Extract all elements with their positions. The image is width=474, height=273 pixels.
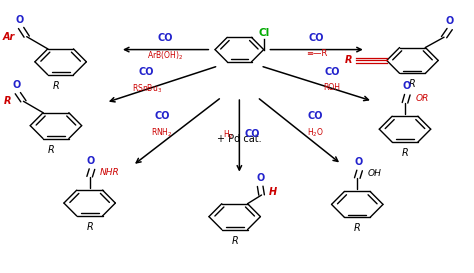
Text: O: O: [16, 15, 24, 25]
Text: CO: CO: [158, 33, 173, 43]
Text: CO: CO: [324, 67, 340, 77]
Text: R: R: [86, 222, 93, 232]
Text: ROH: ROH: [323, 83, 340, 92]
Text: Cl: Cl: [258, 28, 269, 38]
Text: RNH$_2$: RNH$_2$: [151, 127, 173, 139]
Text: R: R: [231, 236, 238, 246]
Text: R: R: [401, 148, 409, 158]
Text: OH: OH: [367, 170, 382, 179]
Text: O: O: [256, 173, 265, 183]
Text: CO: CO: [245, 129, 261, 139]
Text: CO: CO: [139, 67, 155, 77]
Text: + Pd cat.: + Pd cat.: [217, 134, 262, 144]
Text: R: R: [409, 79, 416, 90]
Text: CO: CO: [309, 33, 324, 43]
Text: O: O: [355, 157, 363, 167]
Text: R: R: [4, 96, 12, 106]
Text: CO: CO: [308, 111, 323, 121]
Text: ≡—R: ≡—R: [306, 49, 327, 58]
Text: NHR: NHR: [100, 168, 119, 177]
Text: H: H: [269, 187, 277, 197]
Text: Ar: Ar: [3, 32, 15, 42]
Text: H$_2$O: H$_2$O: [307, 127, 324, 139]
Text: R: R: [345, 55, 353, 66]
Text: O: O: [402, 81, 410, 91]
Text: O: O: [446, 16, 454, 26]
Text: H$_2$: H$_2$: [223, 128, 234, 141]
Text: R: R: [48, 145, 55, 155]
Text: OR: OR: [415, 94, 428, 103]
Text: O: O: [12, 80, 20, 90]
Text: CO: CO: [155, 111, 170, 121]
Text: R: R: [53, 81, 59, 91]
Text: ArB(OH)$_2$: ArB(OH)$_2$: [147, 49, 183, 61]
Text: R: R: [354, 223, 361, 233]
Text: RSnBu$_3$: RSnBu$_3$: [132, 83, 162, 96]
Text: O: O: [87, 156, 95, 166]
